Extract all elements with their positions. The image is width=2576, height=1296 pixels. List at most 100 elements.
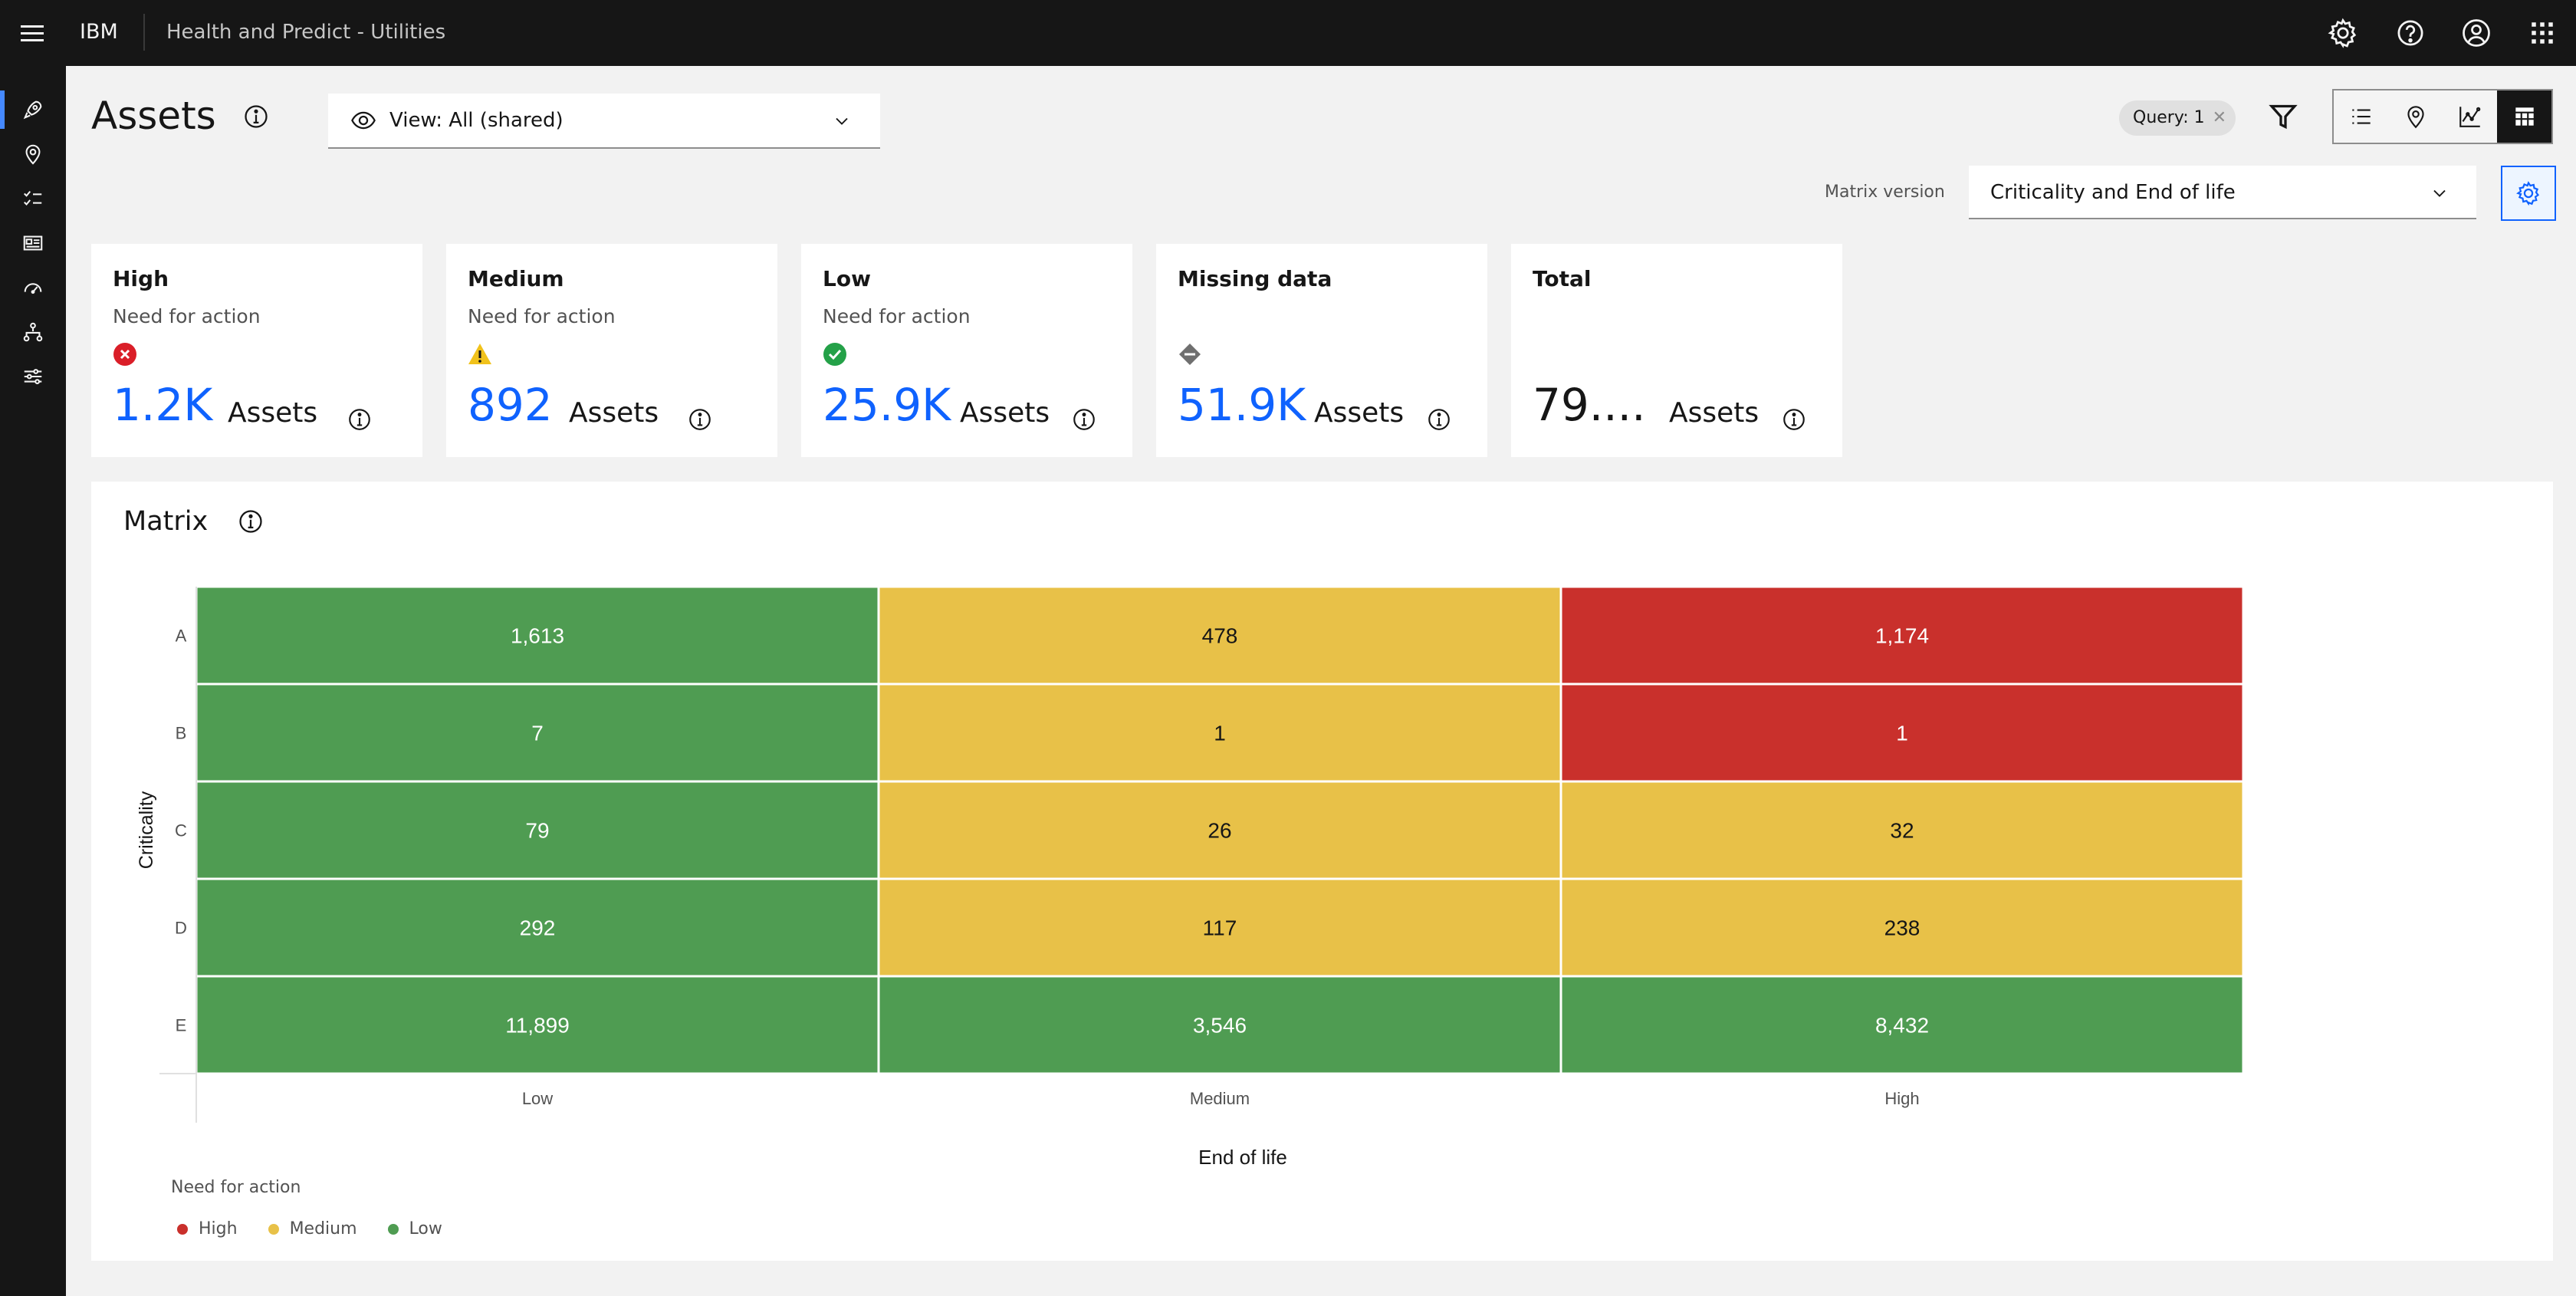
matrix-cell-label: 3,546	[1193, 1014, 1247, 1038]
matrix-version-dropdown[interactable]: Criticality and End of life	[1969, 166, 2476, 219]
matrix-cell[interactable]	[877, 975, 1562, 1075]
chart-view-button[interactable]	[2443, 90, 2497, 143]
info-icon[interactable]	[237, 508, 264, 535]
sidebar-item-checklist[interactable]	[0, 176, 66, 221]
card-value: 25.9K	[823, 379, 951, 431]
meter-icon	[24, 283, 42, 294]
legend-item-medium[interactable]: Medium	[268, 1218, 357, 1241]
matrix-version-label: Matrix version	[1825, 183, 1945, 202]
info-icon[interactable]	[687, 406, 713, 433]
card-high[interactable]: High Need for action 1.2K Assets	[91, 244, 422, 457]
view-switcher	[2332, 89, 2553, 144]
legend-label: High	[199, 1219, 238, 1238]
page-title: Assets	[91, 94, 216, 138]
chart-line-icon	[2459, 107, 2480, 127]
legend: High Medium Low	[177, 1218, 442, 1241]
header-divider	[143, 14, 145, 51]
rocket-icon	[23, 100, 42, 120]
card-unit: Assets	[228, 397, 318, 429]
id-card-icon	[23, 235, 43, 251]
card-subtitle: Need for action	[823, 305, 971, 327]
list-view-button[interactable]	[2334, 90, 2388, 143]
legend-item-high[interactable]: High	[177, 1218, 238, 1241]
legend-label: Low	[409, 1219, 442, 1238]
matrix-cell[interactable]	[877, 585, 1562, 686]
error-icon	[113, 343, 136, 366]
y-tick-label: C	[175, 821, 187, 840]
close-icon[interactable]: ✕	[2212, 108, 2226, 127]
matrix-cell[interactable]	[877, 780, 1562, 880]
matrix-icon	[2515, 107, 2534, 126]
info-icon[interactable]	[347, 406, 373, 433]
matrix-panel: Matrix 1,613 478 1,174 A 7 1 1 B 79 26 32 C 292 117 23…	[91, 482, 2553, 1261]
matrix-cell[interactable]	[1559, 683, 2245, 783]
info-icon[interactable]	[242, 103, 270, 130]
sidebar-item-locations[interactable]	[0, 132, 66, 176]
matrix-cell-label: 1,174	[1875, 624, 1929, 648]
info-icon[interactable]	[1781, 406, 1807, 433]
list-icon	[2351, 109, 2371, 124]
matrix-cell-label: 11,899	[505, 1014, 570, 1038]
view-dropdown[interactable]: View: All (shared)	[328, 94, 880, 149]
matrix-heatmap: 1,613 478 1,174 A 7 1 1 B 79 26 32 C 292 117 238 D 11,89…	[136, 585, 2245, 1169]
info-icon[interactable]	[1426, 406, 1452, 433]
x-axis-title: End of life	[1198, 1146, 1287, 1169]
card-low[interactable]: Low Need for action 25.9K Assets	[801, 244, 1132, 457]
matrix-cell[interactable]	[195, 683, 880, 783]
y-tick-label: E	[176, 1016, 187, 1035]
settings-icon	[2516, 181, 2540, 206]
matrix-cell[interactable]	[877, 683, 1562, 783]
card-subtitle: Need for action	[113, 305, 261, 327]
sidebar-item-hierarchy[interactable]	[0, 310, 66, 354]
card-medium[interactable]: Medium Need for action 892 Assets	[446, 244, 777, 457]
card-unit: Assets	[1669, 397, 1760, 429]
location-icon	[25, 144, 41, 165]
settings-icon[interactable]	[2326, 16, 2360, 50]
x-tick-label: Medium	[1190, 1089, 1250, 1108]
sidebar-item-settings[interactable]	[0, 354, 66, 399]
card-total[interactable]: Total 79.... Assets	[1511, 244, 1842, 457]
warning-icon	[468, 344, 491, 364]
matrix-cell[interactable]	[1559, 585, 2245, 686]
matrix-cell[interactable]	[1559, 877, 2245, 978]
card-value: 51.9K	[1178, 379, 1306, 431]
card-title: High	[113, 266, 169, 291]
legend-dot	[177, 1224, 188, 1235]
matrix-cell[interactable]	[1559, 975, 2245, 1075]
y-axis-title: Criticality	[136, 791, 157, 869]
app-switcher-icon[interactable]	[2525, 16, 2559, 50]
legend-dot	[387, 1224, 399, 1235]
help-icon[interactable]	[2394, 16, 2427, 50]
card-title: Low	[823, 266, 871, 291]
card-unit: Assets	[569, 397, 659, 429]
brand-name[interactable]: IBM	[80, 20, 118, 44]
card-unit: Assets	[960, 397, 1050, 429]
eye-icon	[351, 111, 376, 130]
matrix-view-button[interactable]	[2497, 90, 2551, 143]
card-value: 1.2K	[113, 379, 213, 431]
matrix-cell[interactable]	[1559, 780, 2245, 880]
map-view-button[interactable]	[2388, 90, 2443, 143]
filter-button[interactable]	[2265, 98, 2302, 135]
matrix-cell-label: 26	[1208, 819, 1231, 843]
location-icon	[2407, 106, 2424, 129]
y-tick-label: A	[176, 627, 187, 646]
legend-item-low[interactable]: Low	[387, 1218, 442, 1241]
checklist-icon	[24, 190, 42, 206]
product-name[interactable]: Health and Predict - Utilities	[166, 21, 446, 44]
matrix-settings-button[interactable]	[2501, 166, 2556, 221]
info-icon[interactable]	[1071, 406, 1097, 433]
menu-icon[interactable]	[17, 18, 48, 48]
matrix-cell-label: 1	[1896, 722, 1908, 745]
matrix-cell[interactable]	[195, 975, 880, 1075]
sidebar-item-assets[interactable]	[0, 87, 66, 132]
sidebar-item-meter[interactable]	[0, 265, 66, 310]
query-tag[interactable]: Query: 1 ✕	[2119, 100, 2236, 136]
user-avatar-icon[interactable]	[2459, 16, 2493, 50]
card-value: 79....	[1533, 379, 1646, 431]
matrix-cell-label: 32	[1890, 819, 1914, 843]
card-missing-data[interactable]: Missing data 51.9K Assets	[1156, 244, 1487, 457]
view-dropdown-label: View: All (shared)	[389, 109, 564, 132]
card-title: Medium	[468, 266, 564, 291]
sidebar-item-id[interactable]	[0, 221, 66, 265]
